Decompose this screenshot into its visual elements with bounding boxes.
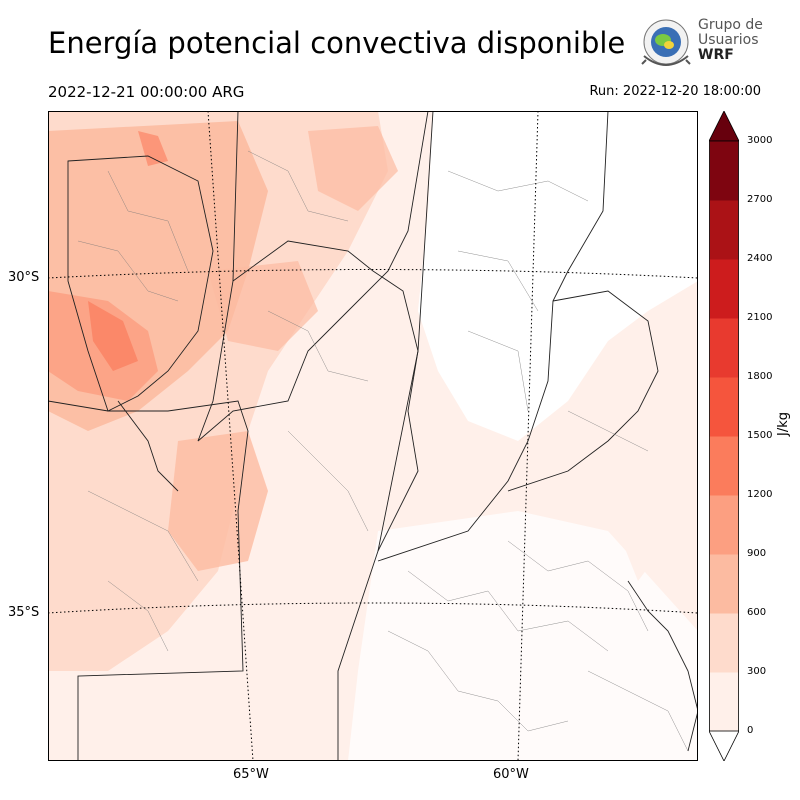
colorbar-tick-label: 3000 <box>747 135 773 146</box>
colorbar-segment <box>709 259 739 319</box>
colorbar-segment <box>709 141 739 201</box>
graticule <box>47 110 699 762</box>
meridian-65w <box>207 110 254 762</box>
cape-1200-1500-spot-north <box>138 131 168 166</box>
colorbar-segment <box>709 318 739 378</box>
map-title: Energía potencial convectiva disponible <box>48 26 626 60</box>
colorbar-tick-label: 300 <box>747 666 767 677</box>
lat-label-30s: 30°S <box>8 270 40 285</box>
colorbar-under-arrow <box>708 730 740 762</box>
logo-line1: Grupo de <box>698 17 763 33</box>
map-panel <box>47 110 699 762</box>
map-border <box>48 111 698 761</box>
run-time: Run: 2022-12-20 18:00:00 <box>589 84 761 99</box>
logo-line3: WRF <box>698 47 734 63</box>
cape-600-900-area-north <box>308 126 398 211</box>
colorbar-over-arrow <box>708 110 740 142</box>
cape-600-900-area-south <box>168 431 268 571</box>
parallel-30s <box>47 269 699 279</box>
colorbar-tick-label: 600 <box>747 607 767 618</box>
light-cape-east <box>603 401 698 581</box>
colorbar-segment <box>709 436 739 496</box>
colorbar-tick-label: 1500 <box>747 430 773 441</box>
colorbar-tick-label: 0 <box>747 725 754 736</box>
cape-600-900-area-center <box>208 261 318 351</box>
colorbar-tick-label: 900 <box>747 548 767 559</box>
province-borders <box>47 110 659 761</box>
lon-label-60w: 60°W <box>493 767 529 782</box>
colorbar-segment <box>709 377 739 437</box>
colorbar-tick-label: 1200 <box>747 489 773 500</box>
colorbar-tick-label: 2400 <box>747 253 773 264</box>
logo-emblem <box>641 19 691 66</box>
colorbar-outline <box>709 140 739 732</box>
colorbar-segment <box>709 200 739 260</box>
colorbar-tick-label: 2700 <box>747 194 773 205</box>
valid-time: 2022-12-21 00:00:00 ARG <box>48 83 245 101</box>
colorbar-tick-label: 1800 <box>747 371 773 382</box>
logo-text: Grupo de Usuarios WRF <box>698 18 763 63</box>
colorbar-segment <box>709 672 739 732</box>
colorbar-segment <box>709 554 739 614</box>
meridian-60w <box>517 110 539 762</box>
cape-1200-1500-area <box>88 301 138 371</box>
cape-map <box>47 110 699 762</box>
colorbar <box>708 110 740 762</box>
colorbar-segments <box>709 141 739 732</box>
colorbar-unit: J/kg <box>776 412 791 436</box>
colorbar-tick-label: 2100 <box>747 312 773 323</box>
colorbar-segment <box>709 495 739 555</box>
no-cape-region-north <box>418 111 698 441</box>
wrf-logo: Grupo de Usuarios WRF <box>638 16 768 72</box>
coastline <box>627 580 699 752</box>
logo-line2: Usuarios <box>698 32 759 48</box>
colorbar-segment <box>709 613 739 673</box>
parallel-35s <box>47 602 699 614</box>
department-borders <box>77 150 689 752</box>
no-cape-region-south <box>348 511 698 761</box>
colorbar-graphic <box>708 110 740 762</box>
lat-label-35s: 35°S <box>8 605 40 620</box>
lon-label-65w: 65°W <box>233 767 269 782</box>
